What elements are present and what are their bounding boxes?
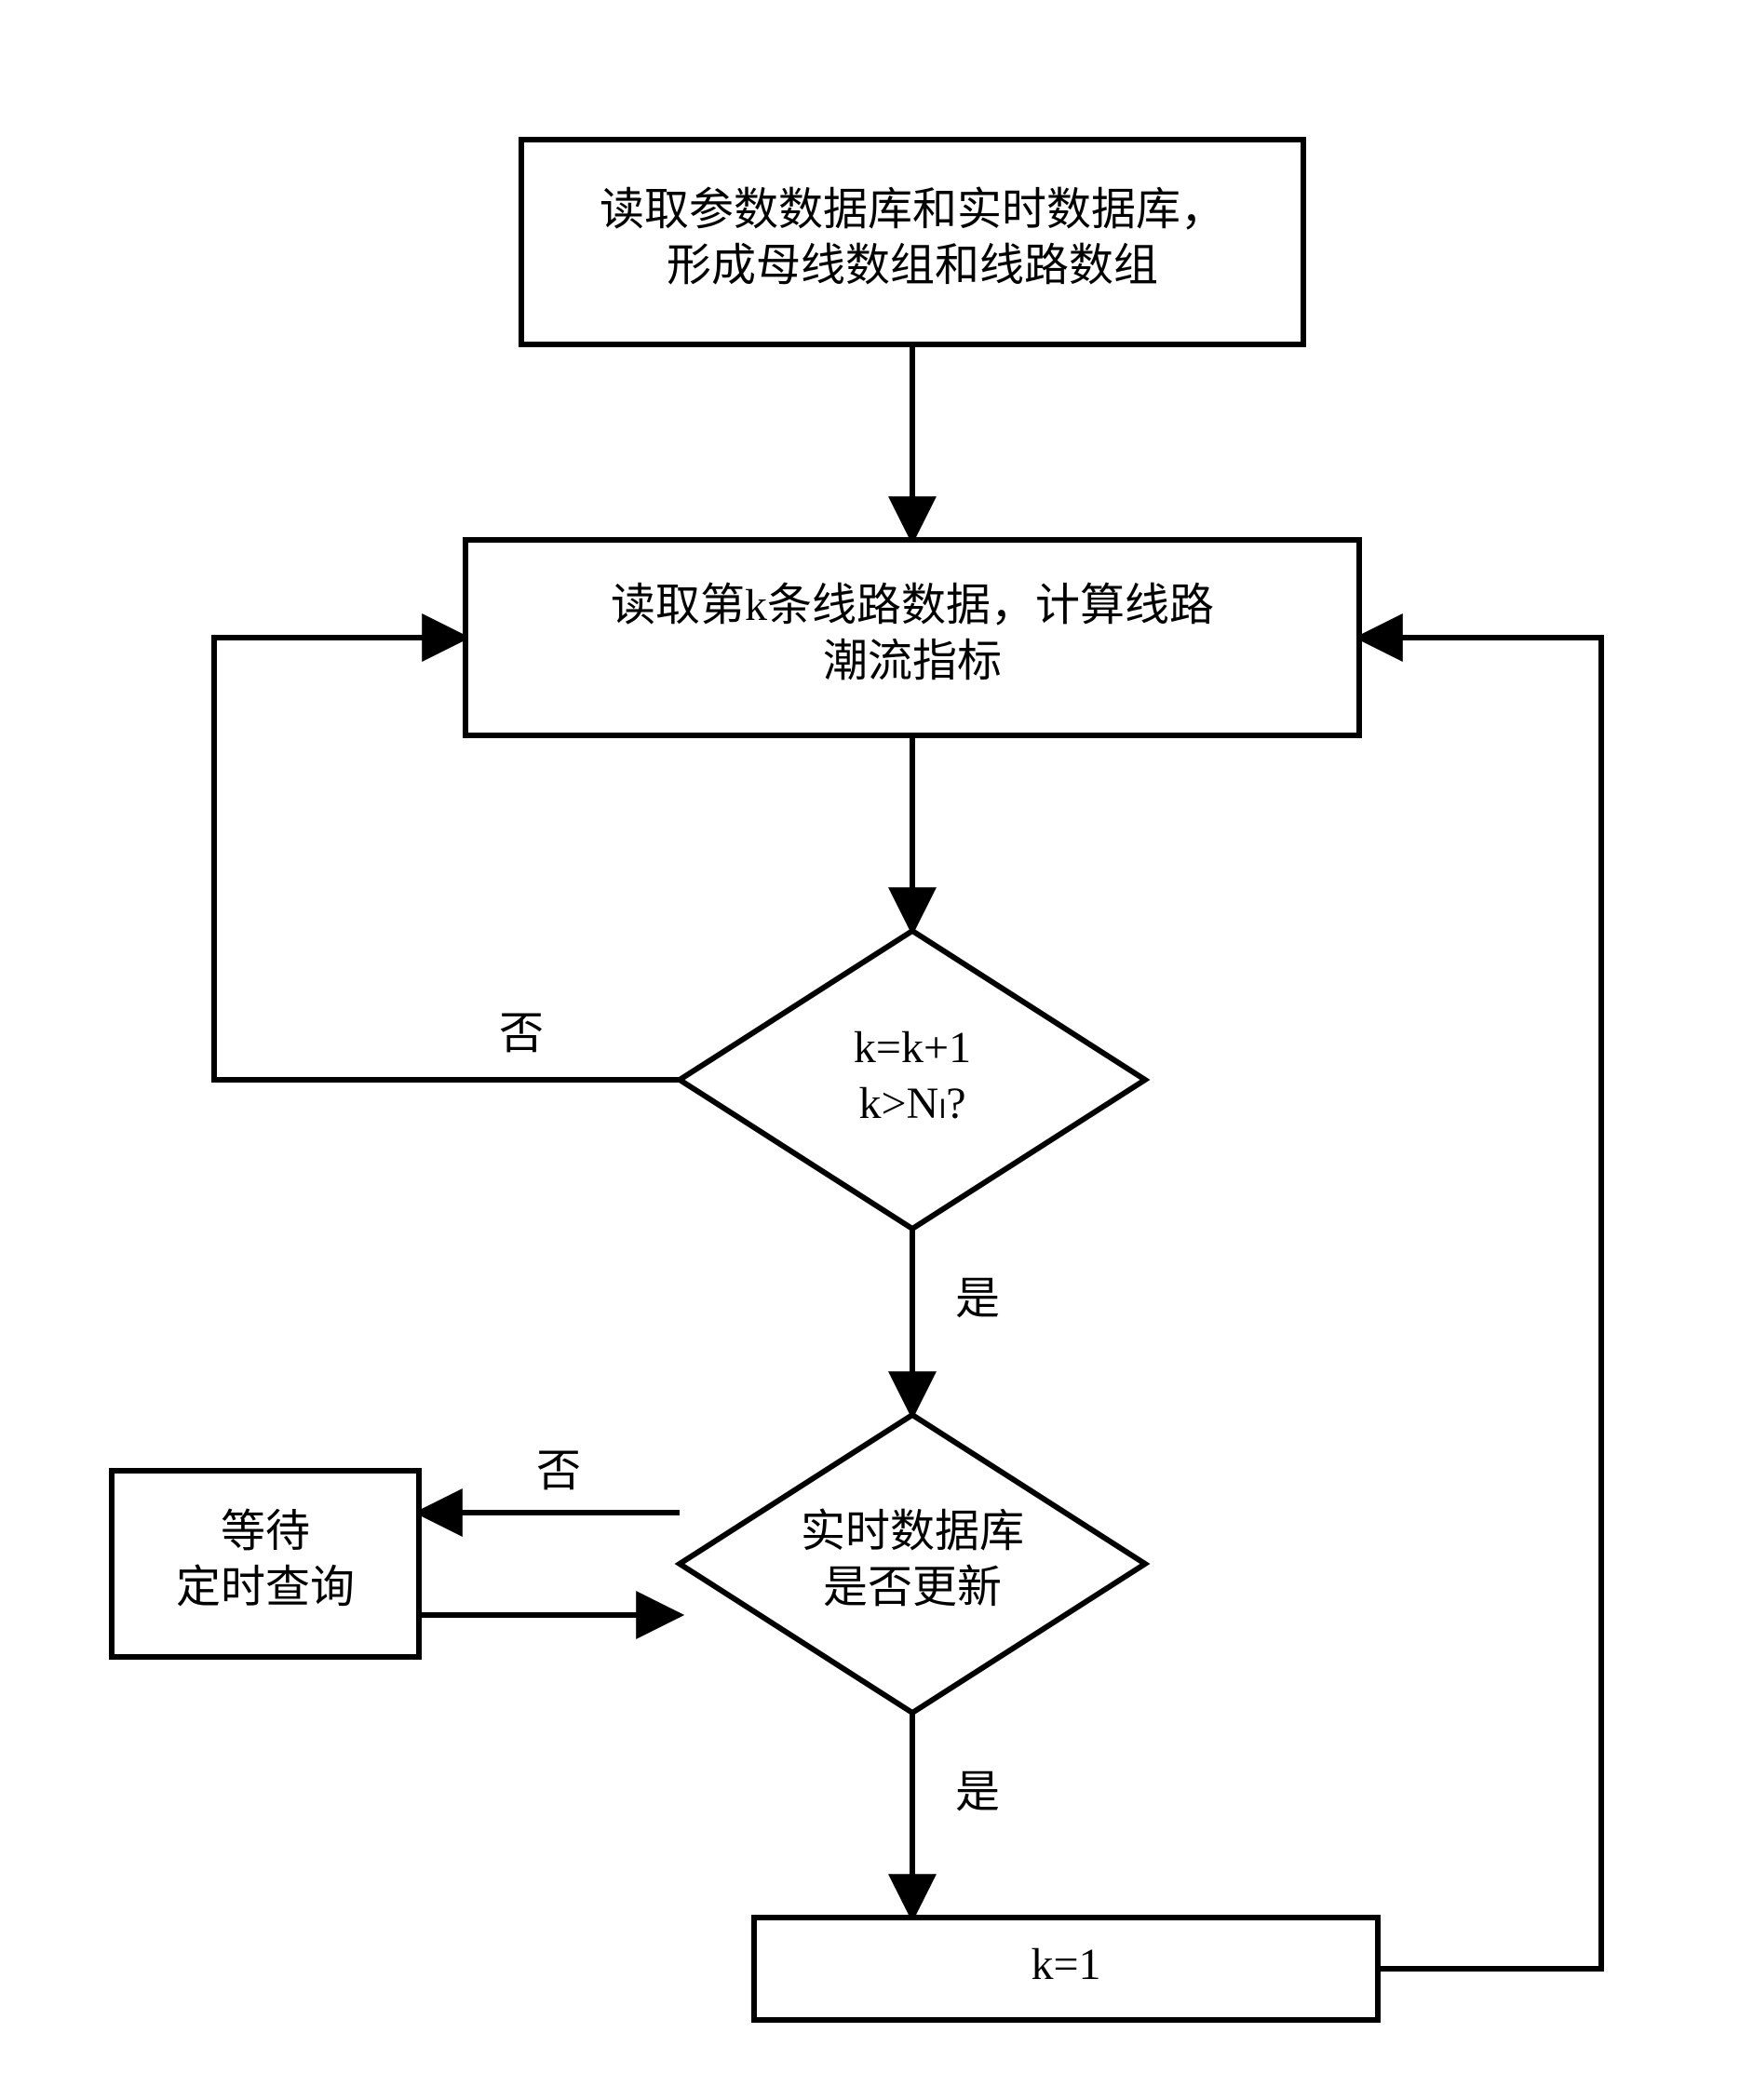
- node-text-n3-0: 等待: [221, 1507, 310, 1556]
- edge-label-e3: 否: [499, 1009, 544, 1058]
- node-text-n3-1: 定时查询: [176, 1563, 355, 1612]
- node-text-d1-0: k=k+1: [854, 1023, 971, 1072]
- node-text-d2-0: 实时数据库: [801, 1507, 1024, 1556]
- edge-label-e5: 否: [536, 1447, 581, 1496]
- node-text-n1-0: 读取参数数据库和实时数据库，: [600, 185, 1225, 235]
- node-text-d2-1: 是否更新: [823, 1563, 1002, 1612]
- edge-label-e4: 是: [955, 1274, 1000, 1324]
- edge-e8: [1359, 638, 1601, 1969]
- node-text-n2-1: 潮流指标: [823, 637, 1002, 686]
- node-text-d1-1: k>Nₗ?: [858, 1079, 965, 1128]
- node-text-n2-0: 读取第k条线路数据，计算线路: [611, 581, 1214, 630]
- node-text-n1-1: 形成母线数组和线路数组: [667, 241, 1158, 290]
- node-text-n4-0: k=1: [1031, 1940, 1100, 1989]
- edge-label-e7: 是: [955, 1768, 1000, 1817]
